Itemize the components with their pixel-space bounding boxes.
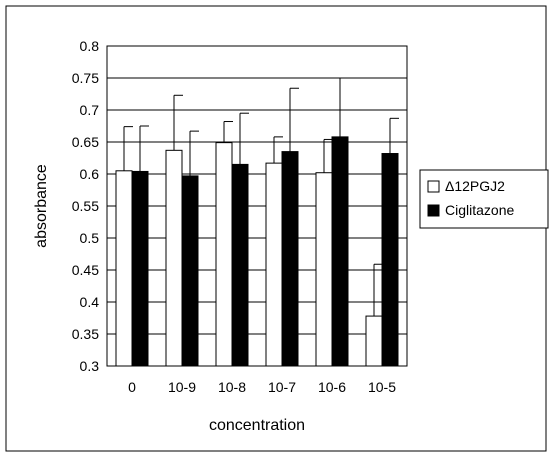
bar-ciglitazone	[181, 175, 199, 367]
x-axis-label: concentration	[209, 417, 305, 434]
y-tick-label: 0.7	[80, 102, 100, 118]
legend-label-d12pgj2: Δ12PGJ2	[445, 178, 505, 194]
bar-d12pgj2	[165, 149, 183, 367]
x-tick-label: 10-8	[218, 379, 246, 395]
bar-d12pgj2	[265, 162, 283, 367]
y-tick-label: 0.65	[72, 134, 99, 150]
y-tick-label: 0.5	[80, 230, 100, 246]
y-axis-label: absorbance	[33, 164, 50, 248]
y-tick-label: 0.6	[80, 166, 100, 182]
bar-d12pgj2	[115, 170, 133, 367]
plot-area-border	[106, 45, 408, 367]
x-tick-label: 0	[128, 379, 136, 395]
bar-d12pgj2	[215, 142, 233, 367]
bar-ciglitazone	[281, 151, 299, 367]
y-tick-label: 0.45	[72, 262, 99, 278]
bar-ciglitazone	[381, 153, 399, 367]
x-tick-label: 10-7	[268, 379, 296, 395]
bar-ciglitazone	[331, 136, 349, 367]
y-tick-label: 0.75	[72, 70, 99, 86]
bar-d12pgj2	[365, 315, 383, 367]
x-tick-labels: 0 10-9 10-8 10-7 10-6 10-5	[128, 379, 396, 395]
x-tick-label: 10-6	[318, 379, 346, 395]
x-tick-label: 10-5	[368, 379, 396, 395]
legend-swatch-d12pgj2	[427, 180, 440, 193]
y-tick-label: 0.4	[80, 294, 100, 310]
bar-ciglitazone	[131, 170, 149, 367]
legend: Δ12PGJ2 Ciglitazone	[419, 169, 549, 229]
y-tick-label: 0.8	[80, 38, 100, 54]
y-tick-labels: 0.8 0.75 0.7 0.65 0.6 0.55 0.5 0.45 0.4 0.35 0.3	[72, 38, 99, 374]
y-tick-label: 0.55	[72, 198, 99, 214]
bar-ciglitazone	[231, 163, 249, 367]
error-bars	[123, 77, 399, 317]
bars	[115, 136, 399, 367]
y-tick-label: 0.35	[72, 326, 99, 342]
bar-d12pgj2	[315, 172, 333, 367]
x-tick-label: 10-9	[168, 379, 196, 395]
legend-box	[419, 169, 549, 229]
legend-swatch-ciglitazone	[427, 204, 440, 217]
legend-label-ciglitazone: Ciglitazone	[445, 202, 514, 218]
y-tick-label: 0.3	[80, 358, 100, 374]
